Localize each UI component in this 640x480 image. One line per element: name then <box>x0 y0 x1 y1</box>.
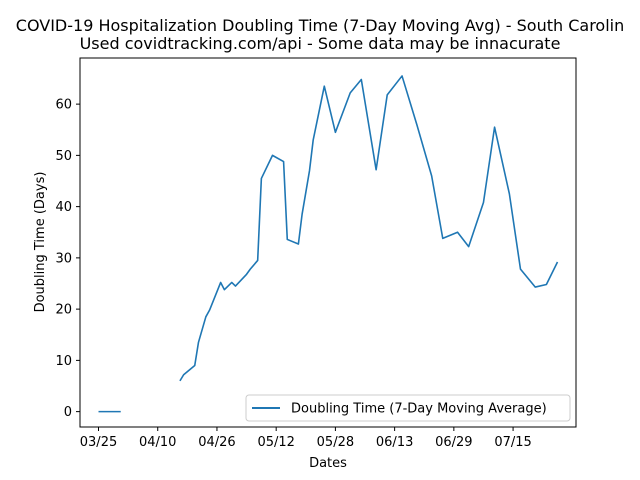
x-axis-label: Dates <box>309 456 347 471</box>
y-axis: 0 10 20 30 40 50 60 <box>55 98 80 420</box>
x-axis: 03/25 04/10 04/26 05/12 05/28 06/13 06/29 07/15 <box>80 427 532 450</box>
x-tick-label: 07/15 <box>494 435 531 450</box>
legend-entry-label: Doubling Time (7-Day Moving Average) <box>291 402 547 417</box>
x-tick-label: 04/26 <box>198 435 235 450</box>
legend: Doubling Time (7-Day Moving Average) <box>245 394 571 422</box>
y-tick-label: 10 <box>55 354 72 369</box>
y-axis-label: Doubling Time (Days) <box>33 172 48 313</box>
x-tick-label: 04/10 <box>139 435 176 450</box>
x-tick-label: 05/28 <box>317 435 354 450</box>
chart-title: COVID-19 Hospitalization Doubling Time (… <box>16 16 624 35</box>
y-tick-label: 50 <box>55 149 72 164</box>
y-tick-label: 60 <box>55 98 72 113</box>
x-tick-label: 06/29 <box>435 435 472 450</box>
x-tick-label: 05/12 <box>257 435 294 450</box>
plot-background <box>80 58 576 427</box>
plot-area: 03/25 04/10 04/26 05/12 05/28 06/13 06/29 07/15… <box>55 57 577 450</box>
legend-box <box>245 394 571 422</box>
y-tick-label: 40 <box>55 200 72 215</box>
y-tick-label: 30 <box>55 251 72 266</box>
y-tick-label: 0 <box>64 405 72 420</box>
x-tick-label: 03/25 <box>80 435 117 450</box>
y-tick-label: 20 <box>55 303 72 318</box>
x-tick-label: 06/13 <box>376 435 413 450</box>
series-layer <box>98 75 559 413</box>
plot-frame <box>79 57 577 428</box>
chart-subtitle: Used covidtracking.com/api - Some data m… <box>80 34 561 53</box>
series-line-segment <box>179 75 559 382</box>
